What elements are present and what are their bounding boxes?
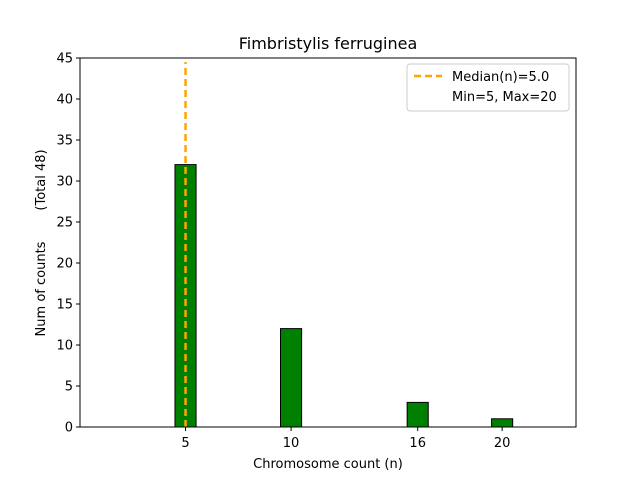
x-axis-label: Chromosome count (n) [253,457,403,472]
y-tick-label-45: 45 [56,52,73,67]
bars-group [174,164,514,428]
x-tick-label-5: 5 [181,436,189,451]
y-tick-label-25: 25 [56,216,73,231]
legend-median-label: Median(n)=5.0 [452,70,549,85]
y-tick-label-20: 20 [56,257,73,272]
x-tick-label-20: 20 [494,436,511,451]
y-tick-label-0: 0 [65,421,73,436]
y-tick-label-40: 40 [56,93,73,108]
x-tick-label-16: 16 [409,436,426,451]
chart-title: Fimbristylis ferruginea [239,34,418,53]
bar-n-20 [491,418,514,428]
x-ticks-group: 5 10 16 20 [181,427,510,451]
legend-box [406,63,570,112]
bar-n-10 [280,328,303,428]
y-tick-label-15: 15 [56,298,73,313]
y-axis-label-total: (Total 48) [34,149,49,210]
y-axis-label: Num of counts [34,241,49,336]
bar-n-16 [406,401,429,428]
y-tick-label-35: 35 [56,134,73,149]
x-tick-label-10: 10 [283,436,300,451]
legend-minmax-label: Min=5, Max=20 [452,90,557,105]
y-tick-label-10: 10 [56,339,73,354]
plot-frame [79,57,577,428]
y-tick-label-30: 30 [56,175,73,190]
y-tick-label-5: 5 [65,380,73,395]
legend: Median(n)=5.0 Min=5, Max=20 [406,63,570,112]
y-ticks-group: 0 5 10 15 20 25 30 35 40 45 [56,52,80,436]
